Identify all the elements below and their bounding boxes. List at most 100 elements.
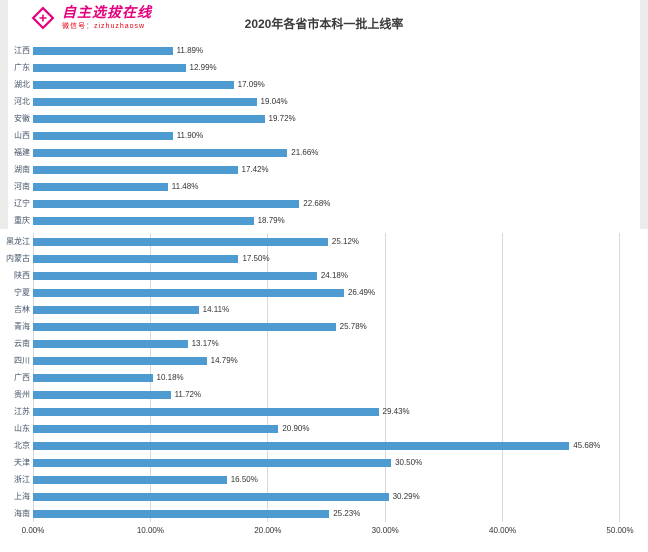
bar-track: 10.18% — [33, 373, 620, 382]
chart-row: 山西 11.90% — [0, 127, 648, 144]
category-label: 广西 — [14, 373, 30, 382]
bar — [33, 322, 336, 331]
category-label: 四川 — [14, 356, 30, 365]
bar-track: 17.09% — [33, 80, 620, 89]
bar-track: 25.23% — [33, 509, 620, 518]
bar-track: 14.11% — [33, 305, 620, 314]
category-label: 辽宁 — [14, 199, 30, 208]
bar — [33, 254, 239, 263]
bar-track: 19.72% — [33, 114, 620, 123]
bar-track: 18.79% — [33, 216, 620, 225]
value-label: 14.79% — [210, 356, 238, 365]
bar-track: 14.79% — [33, 356, 620, 365]
x-axis-tick-label: 40.00% — [489, 526, 517, 535]
value-label: 19.04% — [260, 97, 288, 106]
chart-row: 四川 14.79% — [0, 352, 648, 369]
value-label: 17.09% — [237, 80, 265, 89]
chart-row: 吉林 14.11% — [0, 301, 648, 318]
bar — [33, 390, 171, 399]
category-label: 湖南 — [14, 165, 30, 174]
chart-row: 广西 10.18% — [0, 369, 648, 386]
bar-track: 25.12% — [33, 237, 620, 246]
bar — [33, 509, 330, 518]
chart-row: 上海 30.29% — [0, 488, 648, 505]
chart-row: 陕西 24.18% — [0, 267, 648, 284]
bar — [33, 148, 288, 157]
category-label: 上海 — [14, 492, 30, 501]
category-label: 贵州 — [14, 390, 30, 399]
bar — [33, 131, 173, 140]
chart-row: 河北 19.04% — [0, 93, 648, 110]
logo-subtitle: 微信号：zizhuzhaosw — [62, 22, 146, 30]
category-label: 湖北 — [14, 80, 30, 89]
bar-track: 19.04% — [33, 97, 620, 106]
bar — [33, 63, 186, 72]
value-label: 14.11% — [202, 305, 230, 314]
bar — [33, 441, 570, 450]
value-label: 26.49% — [347, 288, 376, 297]
chart-row: 江西 11.89% — [0, 42, 648, 59]
bar — [33, 407, 379, 416]
bar — [33, 182, 168, 191]
bar-track: 45.68% — [33, 441, 620, 450]
chart-section-top: 江西 11.89% 广东 12.99% 湖北 17.09% 河北 19.04% 安徽 19.72%… — [0, 42, 648, 229]
category-label: 江西 — [14, 46, 30, 55]
category-label: 内蒙古 — [6, 254, 30, 263]
category-label: 河南 — [14, 182, 30, 191]
bar-track: 22.68% — [33, 199, 620, 208]
bar-track: 13.17% — [33, 339, 620, 348]
page-margin-left — [0, 0, 8, 229]
value-label: 30.50% — [395, 458, 423, 467]
bar — [33, 424, 279, 433]
chart-row: 山东 20.90% — [0, 420, 648, 437]
value-label: 45.68% — [573, 441, 601, 450]
chart-row: 宁夏 26.49% — [0, 284, 648, 301]
bar-track: 20.90% — [33, 424, 620, 433]
logo-title: 自主选拔在线 — [62, 5, 152, 21]
category-label: 山东 — [14, 424, 30, 433]
category-label: 海南 — [14, 509, 30, 518]
chart-row: 湖北 17.09% — [0, 76, 648, 93]
bar — [33, 199, 300, 208]
value-label: 17.42% — [241, 165, 269, 174]
bar — [33, 288, 344, 297]
category-label: 天津 — [14, 458, 30, 467]
chart-row: 安徽 19.72% — [0, 110, 648, 127]
bar-track: 24.18% — [33, 271, 620, 280]
value-label: 16.50% — [230, 475, 258, 484]
value-label: 19.72% — [268, 114, 296, 123]
value-label: 30.29% — [392, 492, 420, 501]
chart-section-bottom: 黑龙江 25.12% 内蒙古 17.50% 陕西 24.18% 宁夏 26.49% 吉林 14.1… — [0, 233, 648, 522]
category-label: 吉林 — [14, 305, 30, 314]
category-label: 北京 — [14, 441, 30, 450]
chart-row: 广东 12.99% — [0, 59, 648, 76]
bar — [33, 165, 238, 174]
bar — [33, 216, 254, 225]
chart-row: 福建 21.66% — [0, 144, 648, 161]
x-axis-tick-label: 50.00% — [606, 526, 634, 535]
category-label: 青海 — [14, 322, 30, 331]
value-label: 13.17% — [191, 339, 219, 348]
value-label: 11.90% — [176, 131, 204, 140]
bar-track: 26.49% — [33, 288, 620, 297]
bar — [33, 373, 153, 382]
value-label: 11.72% — [174, 390, 202, 399]
logo-diamond-icon — [31, 6, 55, 30]
bar — [33, 97, 257, 106]
category-label: 安徽 — [14, 114, 30, 123]
chart-row: 黑龙江 25.12% — [0, 233, 648, 250]
x-axis-tick-label: 20.00% — [254, 526, 282, 535]
chart-row: 海南 25.23% — [0, 505, 648, 522]
x-axis-tick-label: 0.00% — [21, 526, 45, 535]
value-label: 12.99% — [189, 63, 217, 72]
bar-track: 30.29% — [33, 492, 620, 501]
value-label: 20.90% — [282, 424, 310, 433]
value-label: 21.66% — [291, 148, 319, 157]
bar — [33, 458, 392, 467]
x-axis: 0.00% 10.00% 20.00% 30.00% 40.00% 50.00% — [0, 522, 648, 540]
logo-text: 自主选拔在线 微信号：zizhuzhaosw — [62, 6, 152, 31]
chart-row: 湖南 17.42% — [0, 161, 648, 178]
category-label: 宁夏 — [14, 288, 30, 297]
bar — [33, 339, 188, 348]
